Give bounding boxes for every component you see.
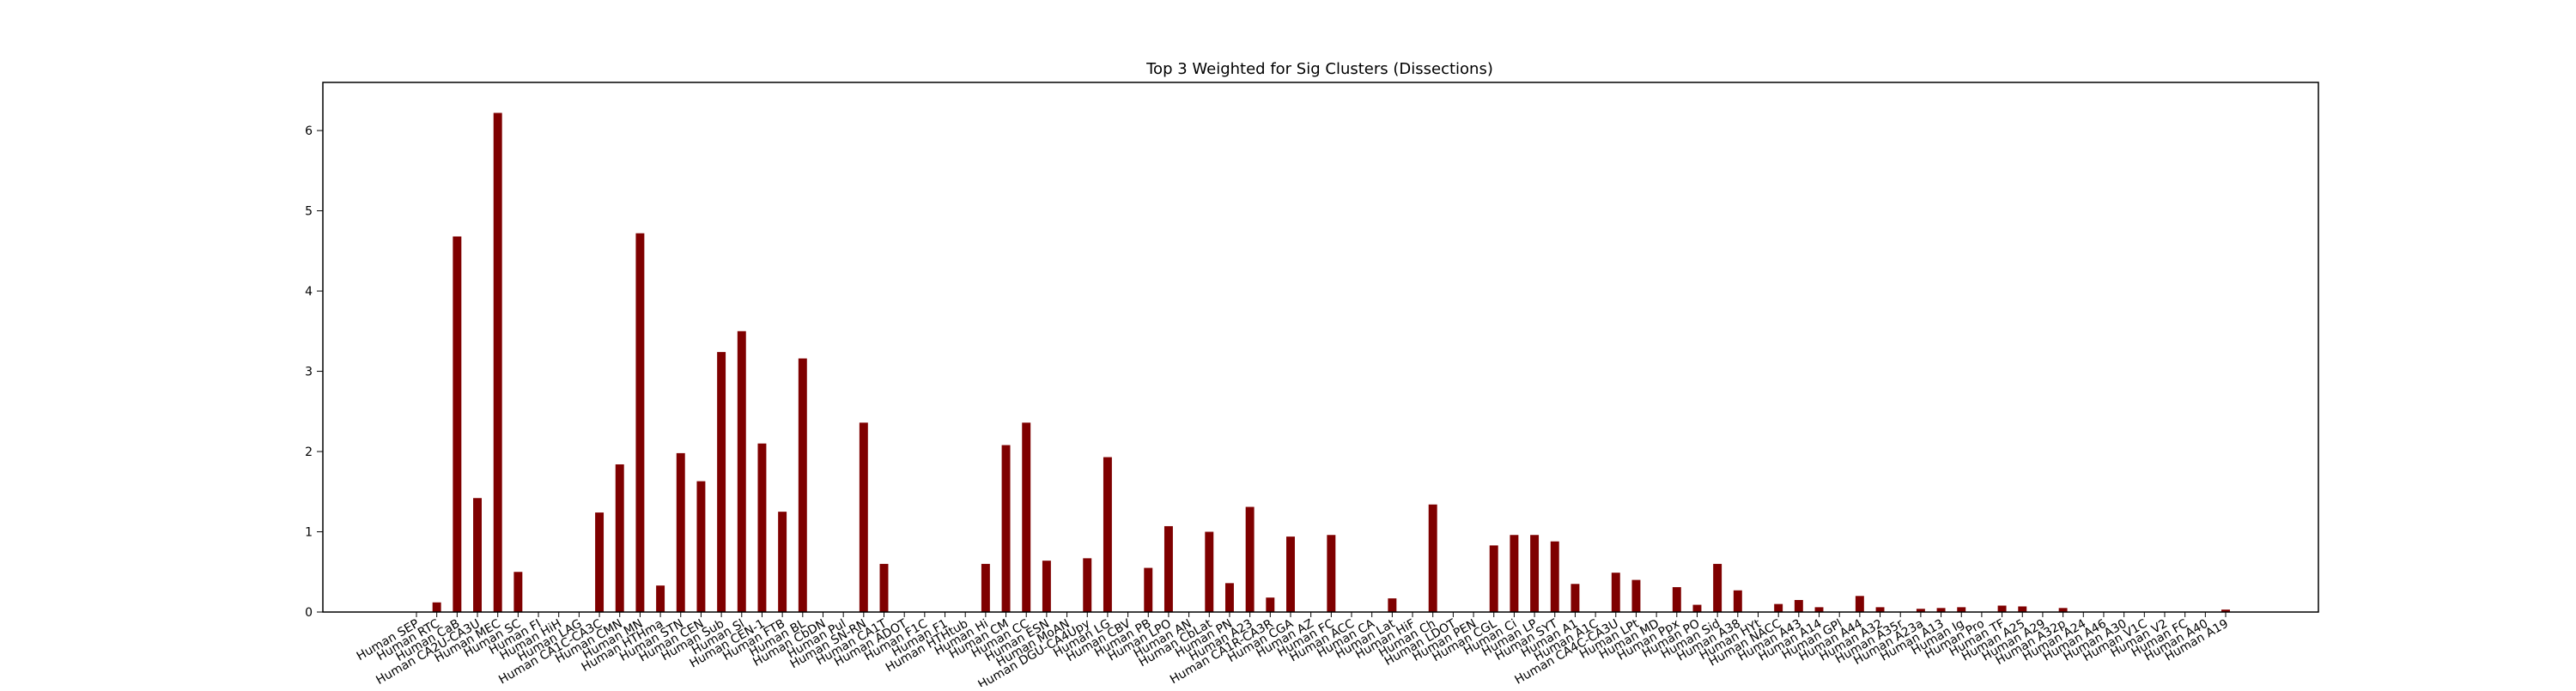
- bar: [1042, 561, 1051, 612]
- bar: [1205, 531, 1214, 612]
- bar: [1855, 596, 1864, 612]
- bar: [453, 236, 462, 612]
- bar: [1875, 607, 1885, 612]
- bar: [1814, 607, 1824, 612]
- bar: [2018, 606, 2027, 612]
- bar: [879, 563, 889, 612]
- bar: [2058, 608, 2068, 612]
- bar: [1327, 535, 1336, 612]
- bar: [1571, 584, 1580, 612]
- bar: [1611, 573, 1620, 612]
- bar: [676, 452, 685, 612]
- bars-layer: [432, 112, 2230, 612]
- plot-frame: [322, 82, 2319, 613]
- bar: [1266, 597, 1275, 612]
- bar: [859, 422, 868, 612]
- bar: [595, 512, 605, 612]
- bar: [1936, 608, 1946, 612]
- bar: [1916, 609, 1925, 612]
- bar: [1428, 504, 1437, 612]
- bar: [615, 464, 624, 612]
- bar: [656, 585, 665, 612]
- bar: [1672, 587, 1681, 612]
- y-tick-label: 0: [305, 606, 313, 620]
- bar: [1103, 457, 1112, 612]
- bar: [2221, 609, 2230, 612]
- bar: [1083, 558, 1092, 612]
- bar: [798, 358, 807, 612]
- bar: [1224, 583, 1234, 612]
- bar: [1001, 445, 1011, 612]
- y-tick-label: 5: [305, 205, 313, 219]
- bar: [432, 602, 441, 612]
- bar: [778, 512, 787, 612]
- bar: [1489, 545, 1498, 612]
- bar: [1286, 536, 1295, 612]
- bar: [696, 481, 706, 612]
- chart-title: Top 3 Weighted for Sig Clusters (Dissect…: [1145, 60, 1493, 78]
- y-tick-label: 6: [305, 124, 313, 138]
- y-axis: 0 1 2 3 4 5 6: [305, 124, 323, 620]
- bar: [493, 112, 502, 612]
- y-tick-label: 3: [305, 366, 313, 379]
- bar: [717, 352, 726, 612]
- bar: [1692, 604, 1702, 612]
- bar: [513, 572, 523, 612]
- bar: [1245, 506, 1255, 612]
- bar: [473, 498, 482, 612]
- bar: [1997, 605, 2007, 612]
- bar: [1530, 535, 1540, 612]
- bar: [1774, 603, 1783, 612]
- bar: [1388, 598, 1397, 612]
- y-tick-label: 4: [305, 285, 313, 299]
- bar: [1163, 525, 1173, 612]
- bar: [1510, 535, 1519, 612]
- bar: [1957, 607, 1966, 612]
- bar: [1022, 422, 1031, 612]
- bar: [635, 233, 645, 612]
- bar: [1794, 599, 1803, 612]
- y-tick-label: 1: [305, 526, 313, 540]
- bar: [1631, 579, 1641, 612]
- bar: [981, 563, 990, 612]
- bar: [1550, 541, 1559, 612]
- y-tick-label: 2: [305, 446, 313, 459]
- bar: [1144, 567, 1153, 612]
- bar: [1733, 590, 1742, 612]
- bar: [737, 330, 746, 612]
- bar: [757, 443, 767, 612]
- bar: [1713, 563, 1722, 612]
